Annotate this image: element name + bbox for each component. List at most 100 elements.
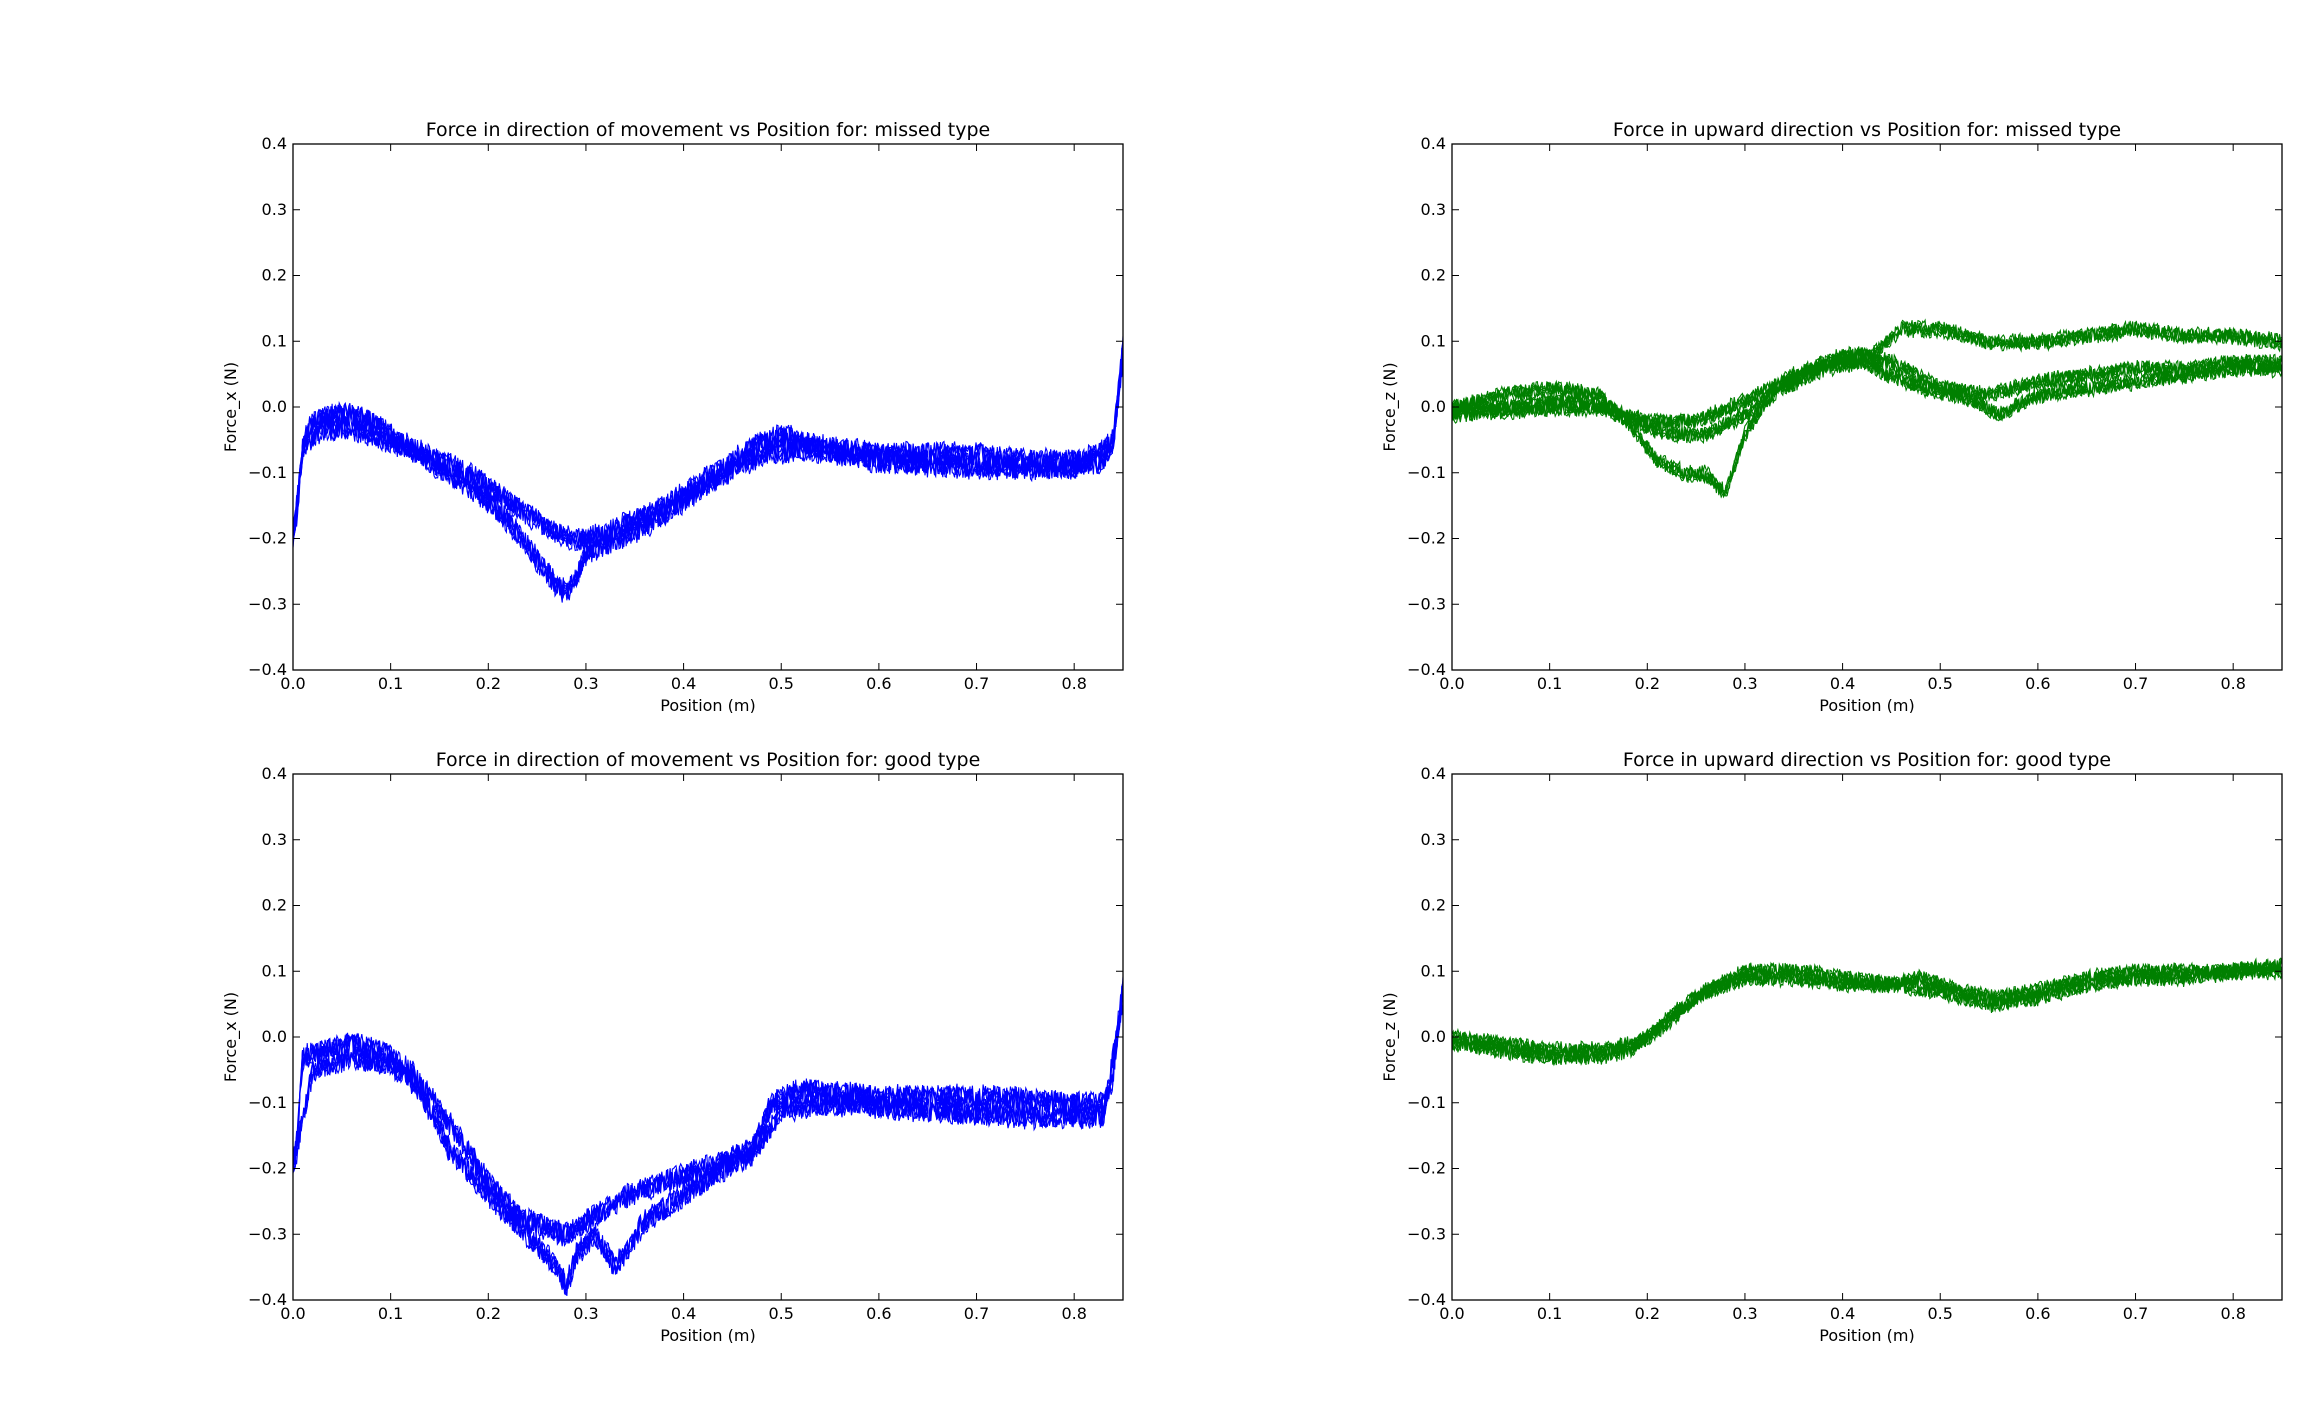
y-tick-label: −0.2 [248,529,287,548]
y-tick-label: −0.1 [1407,463,1446,482]
y-tick-label: −0.4 [1407,1290,1446,1309]
plot-frame [292,143,1124,671]
x-tick-label: 0.8 [2220,1304,2245,1323]
series-line-1-1 [1452,350,2282,499]
series-line-1-4 [293,364,1123,599]
series-line-1-4 [293,1004,1123,1296]
series-line-2-4 [1452,318,2282,429]
y-tick-label: −0.4 [248,660,287,679]
chart-title: Force in direction of movement vs Positi… [436,749,981,771]
series-group [293,976,1123,1297]
x-tick-label: 0.5 [1928,674,1953,693]
y-tick-label: 0.4 [262,764,287,783]
y-tick-label: −0.1 [248,463,287,482]
series-group [1452,318,2282,499]
x-tick-label: 0.5 [769,1304,794,1323]
chart-missed-force-z: Force in upward direction vs Position fo… [1380,119,2283,713]
x-tick-label: 0.1 [1537,674,1562,693]
y-tick-label: 0.0 [1421,397,1446,416]
series-line-1-2 [1452,347,2282,497]
chart-title: Force in upward direction vs Position fo… [1623,749,2111,771]
series-group [1452,957,2282,1067]
series-line-1-3 [293,990,1123,1294]
x-tick-label: 0.2 [476,674,501,693]
series-line-1-0 [293,995,1123,1288]
y-tick-label: 0.1 [1421,331,1446,350]
y-tick-label: 0.2 [1421,266,1446,285]
y-tick-label: −0.1 [248,1093,287,1112]
x-tick-label: 0.6 [866,1304,891,1323]
y-tick-label: −0.2 [1407,529,1446,548]
y-tick-label: 0.3 [1421,200,1446,219]
y-tick-label: 0.0 [262,1027,287,1046]
x-tick-label: 0.1 [1537,1304,1562,1323]
y-tick-label: −0.3 [248,1224,287,1243]
x-tick-label: 0.4 [1830,674,1855,693]
x-tick-label: 0.3 [1732,1304,1757,1323]
x-tick-label: 0.4 [671,1304,696,1323]
x-tick-label: 0.7 [2123,674,2148,693]
y-tick-label: 0.1 [262,331,287,350]
chart-title: Force in upward direction vs Position fo… [1613,119,2121,141]
x-tick-label: 0.3 [573,674,598,693]
x-axis-label: Position (m) [1819,696,1914,713]
x-tick-label: 0.3 [573,1304,598,1323]
y-tick-label: −0.2 [1407,1159,1446,1178]
y-tick-label: 0.0 [1421,1027,1446,1046]
y-tick-label: 0.4 [1421,134,1446,153]
chart-title: Force in direction of movement vs Positi… [426,119,991,141]
plot-frame [1451,773,2283,1301]
y-tick-label: −0.1 [1407,1093,1446,1112]
series-line-1-2 [293,1000,1123,1297]
y-tick-label: −0.4 [1407,660,1446,679]
x-tick-label: 0.7 [964,674,989,693]
series-line-2-3 [1452,320,2282,429]
x-tick-label: 0.8 [1061,1304,1086,1323]
x-axis-label: Position (m) [1819,1326,1914,1343]
x-tick-label: 0.6 [866,674,891,693]
y-tick-label: −0.4 [248,1290,287,1309]
x-tick-label: 0.6 [2025,674,2050,693]
y-tick-label: −0.2 [248,1159,287,1178]
x-tick-label: 0.7 [2123,1304,2148,1323]
x-tick-label: 0.1 [378,674,403,693]
series-line-1-1 [293,1006,1123,1292]
x-axis-label: Position (m) [660,696,755,713]
chart-good-force-x: Force in direction of movement vs Positi… [221,749,1124,1343]
y-tick-label: 0.0 [262,397,287,416]
x-tick-label: 0.6 [2025,1304,2050,1323]
x-axis-label: Position (m) [660,1326,755,1343]
series-line-1-4 [1452,346,2282,499]
x-tick-label: 0.0 [280,674,305,693]
y-axis-label: Force_x (N) [221,992,241,1082]
x-tick-label: 0.8 [2220,674,2245,693]
x-tick-label: 0.5 [769,674,794,693]
x-tick-label: 0.5 [1928,1304,1953,1323]
x-tick-label: 0.2 [1635,1304,1660,1323]
x-tick-label: 0.1 [378,1304,403,1323]
y-tick-label: 0.2 [262,896,287,915]
y-tick-label: −0.3 [248,594,287,613]
y-axis-label: Force_x (N) [221,362,241,452]
series-group [293,336,1123,603]
x-tick-label: 0.0 [1439,1304,1464,1323]
y-tick-label: 0.4 [1421,764,1446,783]
y-tick-label: 0.2 [262,266,287,285]
series-line-0-4 [1452,353,2282,442]
y-tick-label: 0.3 [1421,830,1446,849]
x-tick-label: 0.0 [1439,674,1464,693]
y-tick-label: 0.3 [262,200,287,219]
y-tick-label: 0.4 [262,134,287,153]
y-tick-label: 0.1 [1421,961,1446,980]
x-tick-label: 0.3 [1732,674,1757,693]
x-tick-label: 0.7 [964,1304,989,1323]
chart-missed-force-x: Force in direction of movement vs Positi… [221,119,1124,713]
x-tick-label: 0.2 [476,1304,501,1323]
x-tick-label: 0.4 [671,674,696,693]
chart-good-force-z: Force in upward direction vs Position fo… [1380,749,2283,1343]
plot-frame [292,773,1124,1301]
y-axis-label: Force_z (N) [1380,992,1400,1081]
series-line-1-4 [1452,957,2282,1057]
x-tick-label: 0.0 [280,1304,305,1323]
y-axis-label: Force_z (N) [1380,362,1400,451]
